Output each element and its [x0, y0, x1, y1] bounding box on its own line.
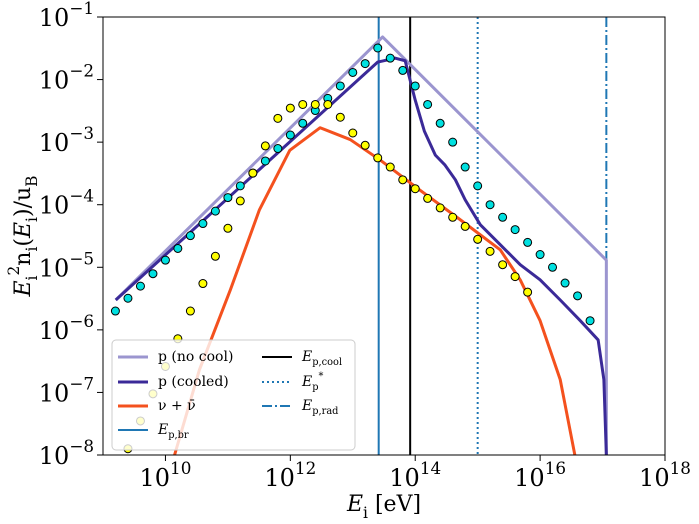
x-tick-label: 1018	[639, 458, 691, 492]
scatter-point	[485, 200, 495, 210]
scatter-point	[273, 144, 283, 154]
scatter-point	[448, 137, 458, 147]
scatter-point	[373, 153, 383, 163]
x-tick-label: 1010	[139, 458, 191, 492]
scatter-point	[285, 103, 295, 113]
scatter-point	[135, 281, 145, 291]
scatter-point	[235, 181, 245, 191]
scatter-point	[210, 251, 220, 261]
scatter-point	[285, 130, 295, 140]
scatter-point	[548, 262, 558, 272]
scatter-point	[435, 118, 445, 128]
scatter-point	[335, 112, 345, 122]
scatter-point	[435, 203, 445, 213]
scatter-point	[260, 141, 270, 151]
scatter-point	[523, 237, 533, 247]
axes-frame	[102, 16, 666, 456]
scatter-point	[448, 212, 458, 222]
scatter-point	[260, 156, 270, 166]
scatter-point	[510, 225, 520, 235]
scatter-point	[473, 234, 483, 244]
scatter-point	[535, 250, 545, 260]
line-series	[114, 56, 608, 455]
scatter-point	[360, 140, 370, 150]
legend: p (no cool) p (cooled) ν + ν̄ Ep,br Ep,cool E…	[111, 339, 356, 451]
legend-label: p (no cool)	[158, 349, 233, 365]
scatter-point	[148, 269, 158, 279]
y-tick-label: 10−5	[39, 248, 94, 282]
scatter-point	[160, 255, 170, 265]
scatter-point	[460, 162, 470, 172]
scatter-point	[410, 184, 420, 194]
scatter-point	[198, 219, 208, 229]
scatter-point	[235, 196, 245, 206]
legend-label: Ep,br	[157, 422, 189, 441]
scatter-point	[398, 65, 408, 75]
x-tick-label: 1014	[389, 458, 441, 492]
scatter-point	[335, 81, 345, 91]
scatter-point	[585, 316, 595, 326]
scatter-point	[398, 175, 408, 185]
scatter-point	[348, 67, 358, 77]
scatter-point	[410, 81, 420, 91]
scatter-point	[423, 99, 433, 109]
scatter-point	[185, 306, 195, 316]
scatter-point	[573, 291, 583, 301]
scatter-point	[385, 53, 395, 63]
scatter-point	[460, 221, 470, 231]
y-tick-label: 10−6	[39, 310, 94, 344]
legend-label: Ep*	[301, 371, 324, 393]
scatter-point	[173, 243, 183, 253]
scatter-point	[110, 306, 120, 316]
y-tick-label: 10−4	[39, 185, 94, 219]
y-tick-label: 10−3	[39, 123, 94, 157]
x-tick-label: 1016	[514, 458, 566, 492]
y-tick-label: 10−1	[39, 0, 94, 32]
x-tick-label: 1012	[264, 458, 316, 492]
plot-area	[110, 17, 608, 455]
y-tick-label: 10−8	[39, 436, 94, 470]
scatter-point	[473, 181, 483, 191]
scatter-point	[498, 260, 508, 270]
scatter-point	[223, 193, 233, 203]
y-tick-label: 10−2	[39, 60, 94, 94]
legend-frame	[111, 339, 356, 451]
legend-label: Ep,cool	[301, 349, 342, 368]
scatter-point	[198, 279, 208, 289]
line-series	[114, 35, 608, 455]
scatter-point	[385, 162, 395, 172]
scatter-point	[323, 99, 333, 109]
scatter-point	[298, 118, 308, 128]
legend-label: p (cooled)	[158, 374, 229, 390]
x-axis-label: Ei [eV]	[346, 492, 421, 522]
legend-label: ν + ν̄	[158, 398, 196, 414]
scatter-point	[248, 168, 258, 178]
scatter-point	[348, 128, 358, 138]
scatter-point	[223, 223, 233, 233]
scatter-point	[485, 246, 495, 256]
scatter-point	[523, 287, 533, 297]
legend-label: Ep,rad	[301, 398, 338, 417]
scatter-point	[210, 206, 220, 216]
scatter-point	[310, 99, 320, 109]
scatter-point	[360, 59, 370, 69]
scatter-point	[298, 99, 308, 109]
scatter-point	[123, 293, 133, 303]
scatter-point	[498, 212, 508, 222]
scatter-point	[273, 113, 283, 123]
y-tick-label: 10−7	[39, 373, 94, 407]
scatter-point	[560, 278, 570, 288]
scatter-point	[185, 231, 195, 241]
scatter-point	[423, 193, 433, 203]
y-axis-label: Ei2ni(Ei)/uB	[5, 176, 41, 298]
scatter-point	[373, 43, 383, 53]
scatter-point	[510, 272, 520, 282]
